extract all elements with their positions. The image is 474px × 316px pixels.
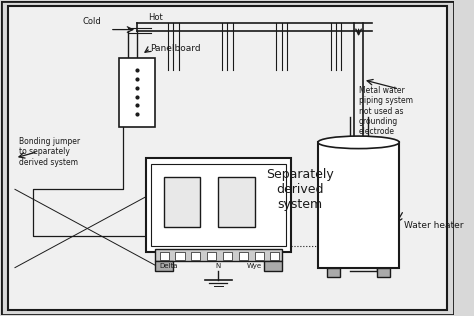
Text: Separately
derived
system: Separately derived system bbox=[266, 168, 334, 211]
Text: Panelboard: Panelboard bbox=[151, 44, 201, 53]
Text: Hot: Hot bbox=[148, 13, 163, 21]
Bar bbox=[164, 177, 201, 227]
Text: Delta: Delta bbox=[159, 263, 178, 269]
Bar bbox=[270, 252, 280, 260]
Text: Cold: Cold bbox=[83, 17, 101, 26]
Bar bbox=[155, 261, 173, 271]
Bar bbox=[264, 261, 282, 271]
Bar bbox=[155, 249, 282, 261]
Text: Water heater: Water heater bbox=[404, 222, 463, 230]
Bar bbox=[255, 252, 264, 260]
Text: Wye: Wye bbox=[247, 263, 262, 269]
Ellipse shape bbox=[318, 136, 399, 149]
Bar bbox=[160, 252, 169, 260]
Text: Bonding jumper
to separately
derived system: Bonding jumper to separately derived sys… bbox=[19, 137, 81, 167]
Bar bbox=[207, 252, 216, 260]
Text: Metal water
piping system
not used as
grounding
electrode: Metal water piping system not used as gr… bbox=[359, 86, 413, 136]
Bar bbox=[119, 58, 155, 127]
Bar bbox=[223, 252, 232, 260]
Bar bbox=[377, 268, 390, 277]
Bar bbox=[318, 142, 399, 268]
Bar bbox=[146, 158, 291, 252]
Bar bbox=[151, 164, 286, 246]
Bar bbox=[327, 268, 340, 277]
Bar bbox=[175, 252, 184, 260]
Text: N: N bbox=[216, 263, 221, 269]
Bar bbox=[219, 177, 255, 227]
Bar bbox=[239, 252, 248, 260]
Bar bbox=[191, 252, 201, 260]
